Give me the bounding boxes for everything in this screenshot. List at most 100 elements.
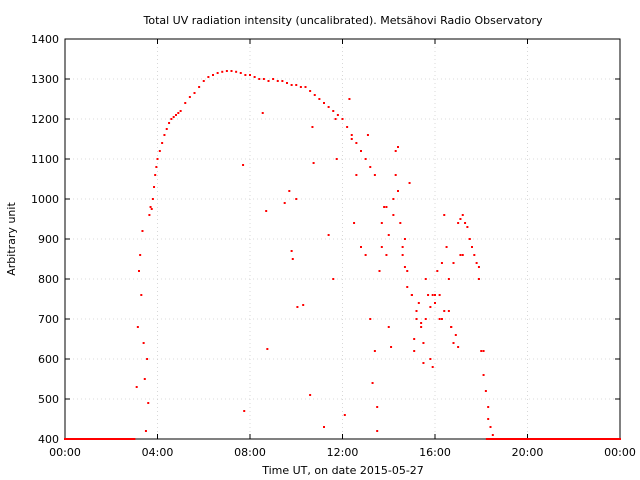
data-point (477, 266, 480, 268)
x-axis: 00:00 04:00 08:00 12:00 16:00 20:00 00:00 (49, 39, 636, 459)
data-point (139, 254, 142, 256)
data-point (376, 406, 379, 408)
data-point (440, 318, 443, 320)
data-point (343, 414, 346, 416)
data-point (175, 114, 177, 116)
data-point (149, 206, 152, 208)
data-point (401, 246, 404, 248)
data-point (262, 78, 265, 80)
data-point (383, 206, 386, 208)
data-point (153, 186, 156, 188)
data-point (427, 294, 430, 296)
data-point (350, 138, 353, 140)
data-point (332, 110, 335, 112)
data-point (376, 430, 379, 432)
data-point (346, 126, 349, 128)
data-point (373, 174, 376, 176)
data-point (288, 190, 291, 192)
data-point (239, 72, 242, 74)
data-point (170, 118, 173, 120)
data-point (461, 254, 464, 256)
data-point (296, 306, 299, 308)
data-point (410, 294, 413, 296)
data-point (364, 254, 367, 256)
data-point (487, 406, 490, 408)
data-point (415, 310, 418, 312)
y-tick-label: 600 (38, 353, 59, 366)
data-point (335, 158, 338, 160)
data-point (413, 338, 416, 340)
x-axis-label: Time UT, on date 2015-05-27 (261, 464, 424, 477)
y-tick-label: 1400 (31, 33, 59, 46)
data-point (484, 390, 487, 392)
data-point (360, 150, 362, 152)
data-point (312, 162, 315, 164)
data-series (64, 70, 621, 440)
y-tick-label: 1000 (31, 193, 59, 206)
data-point (438, 294, 441, 296)
data-point (168, 122, 171, 124)
data-point (355, 142, 358, 144)
data-point (459, 218, 462, 220)
data-point (466, 226, 469, 228)
data-point (202, 80, 205, 82)
data-point (443, 310, 446, 312)
data-point (309, 394, 312, 396)
data-point (468, 238, 471, 240)
data-point (155, 166, 158, 168)
data-point (295, 84, 298, 86)
data-point (420, 322, 423, 324)
data-point (406, 286, 409, 288)
y-tick-label: 400 (38, 433, 59, 446)
data-point (392, 198, 395, 200)
data-point (207, 76, 210, 78)
data-point (323, 426, 325, 428)
data-point (318, 98, 321, 100)
data-point (146, 358, 149, 360)
data-point (216, 72, 219, 74)
data-point (380, 246, 383, 248)
data-point (198, 86, 201, 88)
data-point (136, 326, 139, 328)
data-point (140, 294, 143, 296)
data-point (477, 278, 480, 280)
data-point (429, 306, 432, 308)
x-tick-label: 00:00 (49, 446, 81, 459)
data-point (172, 116, 175, 118)
data-point (473, 254, 476, 256)
data-point (406, 270, 409, 272)
data-point (138, 270, 140, 272)
data-point (235, 70, 238, 73)
data-point (323, 102, 325, 104)
data-point (244, 74, 247, 76)
data-point (350, 134, 353, 136)
data-point (480, 350, 483, 352)
data-point (360, 246, 362, 248)
data-point (302, 304, 305, 306)
data-point (290, 84, 293, 86)
data-point (385, 254, 388, 256)
data-point (452, 262, 455, 264)
data-point (457, 346, 460, 348)
data-point (403, 238, 406, 240)
data-point (378, 270, 381, 272)
data-point (364, 158, 367, 160)
x-tick-label: 08:00 (234, 446, 266, 459)
data-point (144, 430, 147, 432)
data-point (371, 382, 374, 384)
data-point (482, 374, 485, 376)
data-point (267, 80, 270, 82)
data-point (461, 214, 464, 216)
y-tick-label: 1200 (31, 113, 59, 126)
data-point (143, 378, 146, 380)
data-point (475, 262, 478, 264)
data-point (188, 96, 191, 98)
data-point (434, 302, 436, 304)
data-point (422, 362, 425, 364)
data-point (332, 278, 335, 280)
data-point (327, 234, 330, 236)
data-point (436, 270, 439, 272)
data-point (401, 254, 404, 256)
data-point (147, 402, 150, 404)
